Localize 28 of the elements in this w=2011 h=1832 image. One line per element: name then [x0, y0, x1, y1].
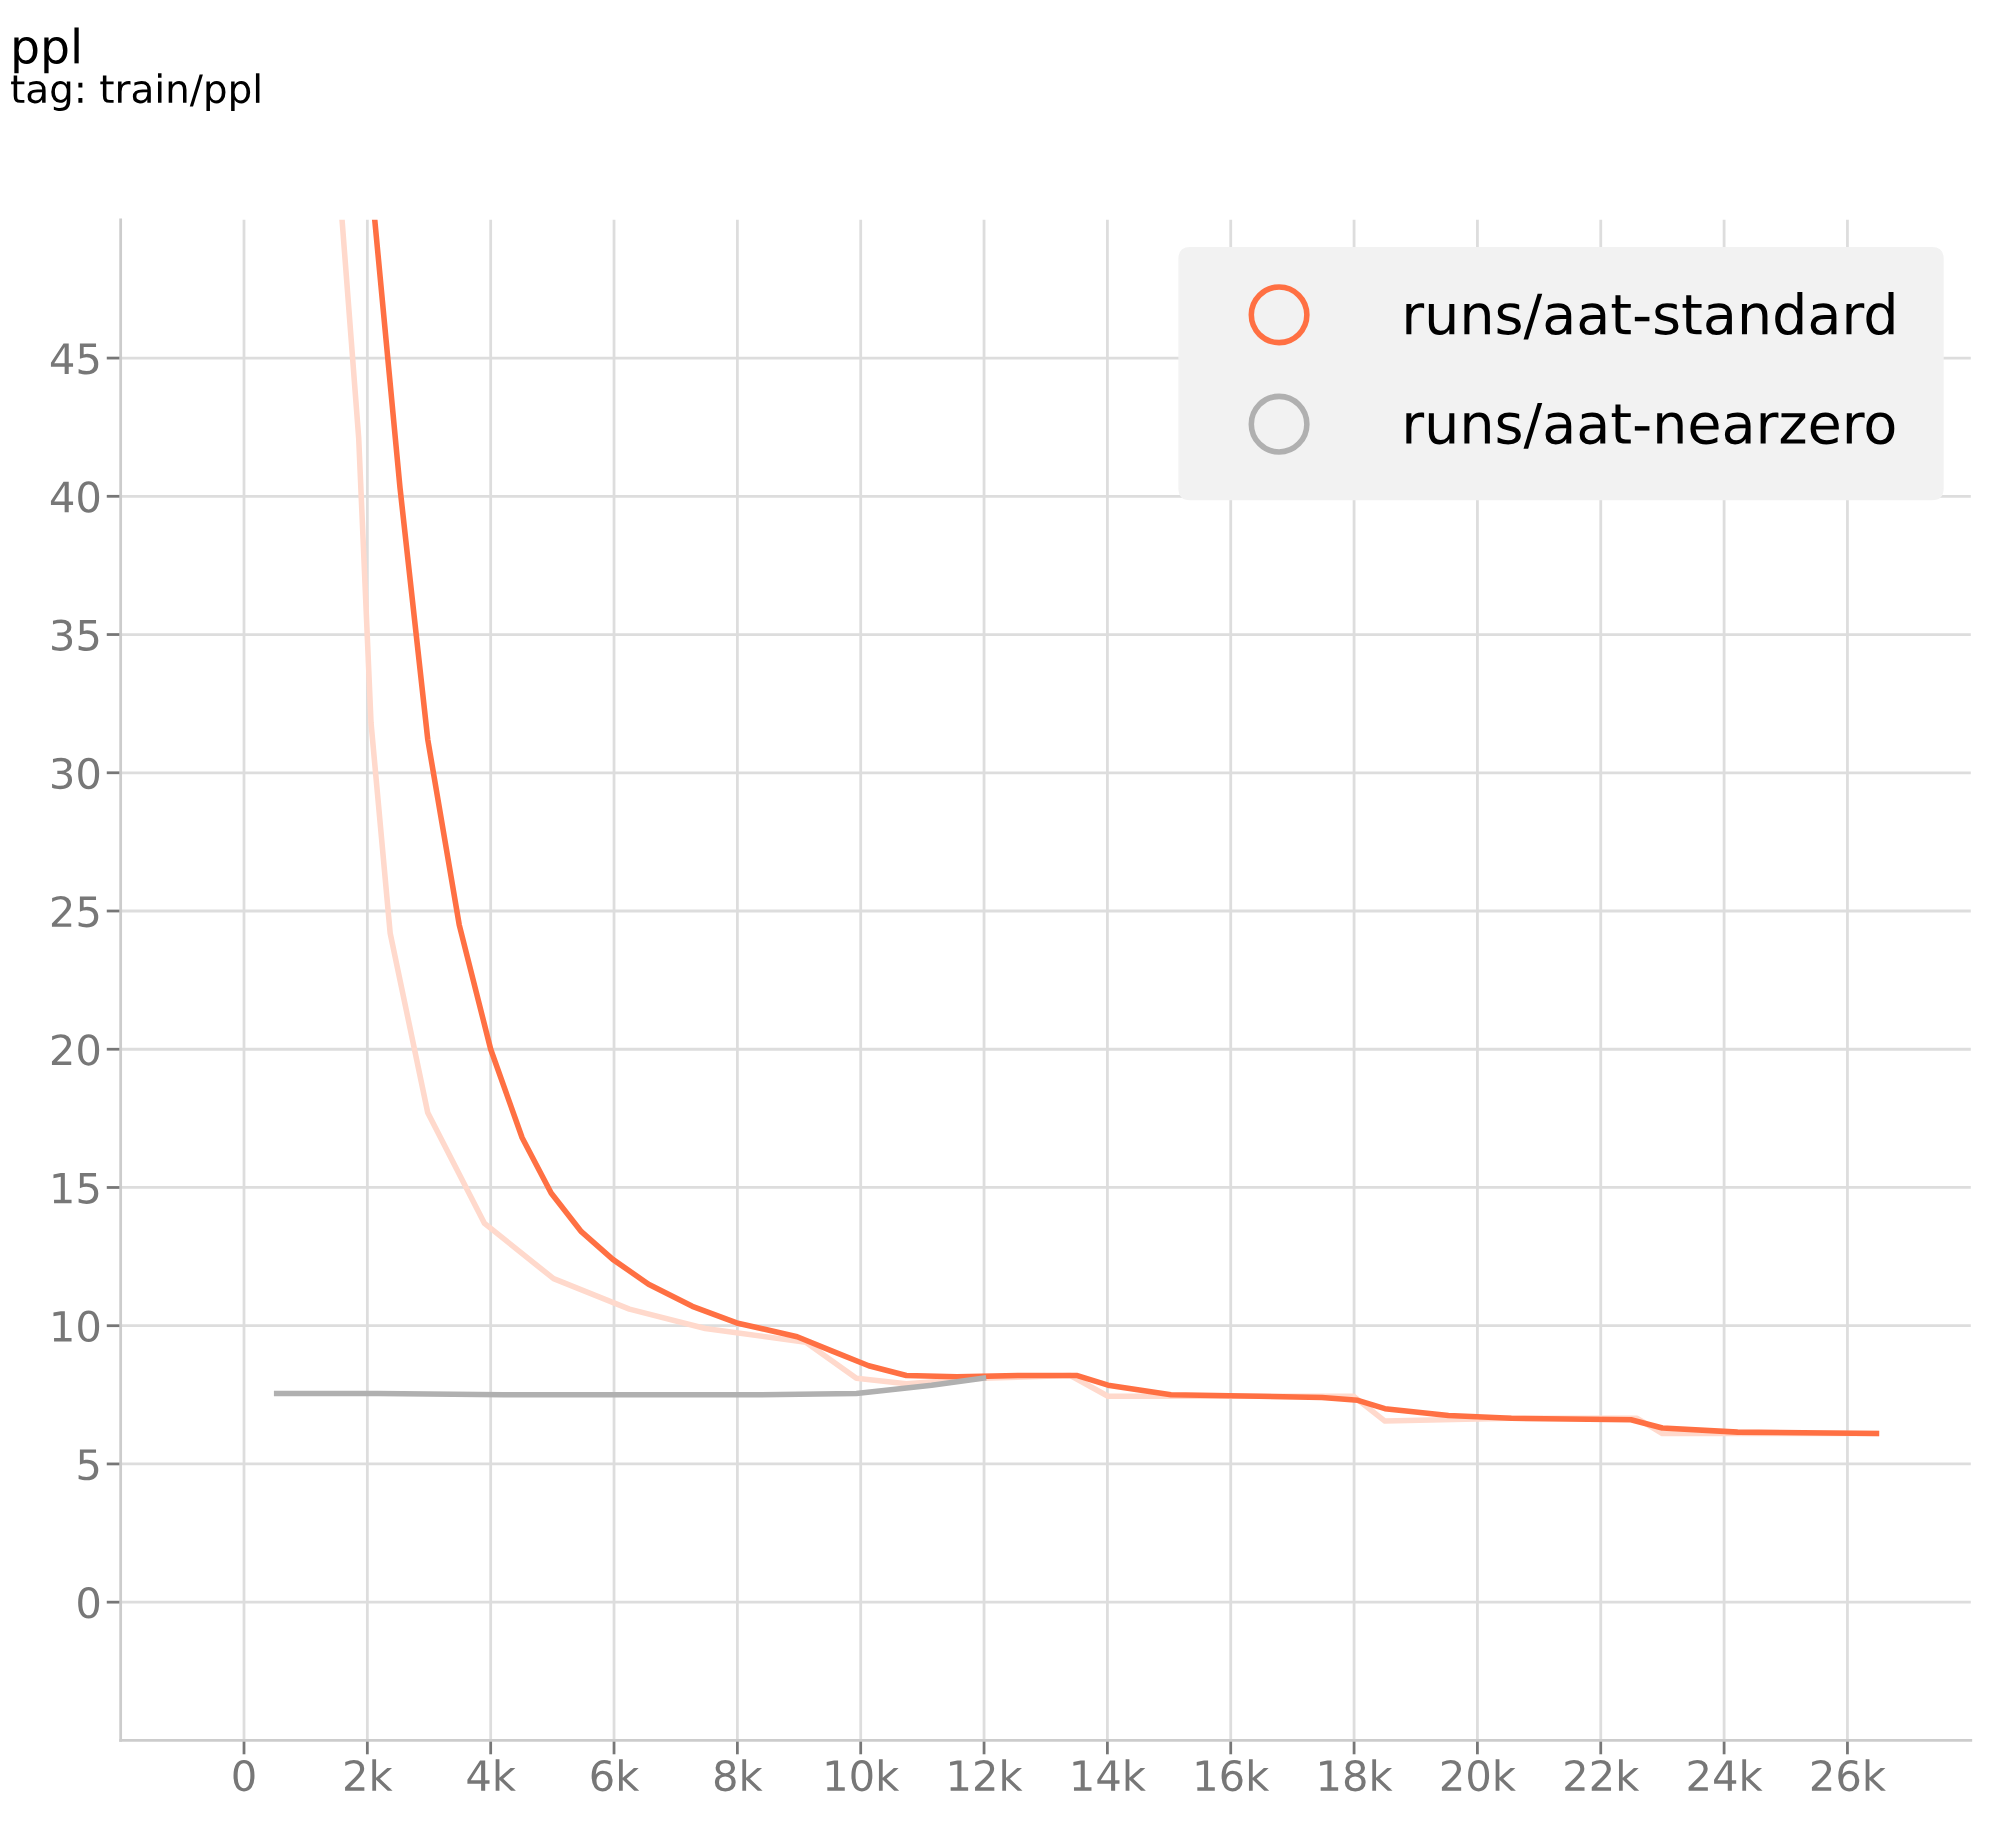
x-tick-label: 10k — [826, 1759, 900, 1792]
chart-subtitle: tag: train/ppl — [11, 73, 260, 111]
y-tick-label: 45 — [50, 343, 99, 375]
x-tick-label: 4k — [467, 1759, 516, 1791]
legend-label: runs/aat-standard — [1406, 292, 1894, 340]
x-tick-label: 18k — [1320, 1759, 1393, 1792]
x-tick-label: 2k — [345, 1759, 393, 1791]
x-tick-label: 16k — [1196, 1759, 1270, 1792]
x-tick-label: 20k — [1441, 1759, 1516, 1792]
y-tick-label: 5 — [78, 1449, 99, 1481]
y-tick-label: 25 — [51, 895, 99, 928]
x-tick-label: 22k — [1565, 1759, 1640, 1791]
x-tick-label: 0 — [233, 1759, 255, 1792]
y-tick-label: 20 — [51, 1034, 100, 1066]
legend-label: runs/aat-nearzero — [1406, 403, 1895, 449]
y-tick-label: 35 — [52, 619, 99, 651]
x-tick-label: 14k — [1073, 1759, 1146, 1791]
y-tick-label: 30 — [52, 757, 100, 790]
y-tick-label: 15 — [53, 1172, 99, 1204]
x-tick-label: 8k — [714, 1759, 763, 1792]
y-tick-label: 0 — [78, 1587, 100, 1619]
y-tick-label: 10 — [53, 1310, 100, 1343]
x-tick-label: 26k — [1811, 1759, 1886, 1792]
x-tick-label: 24k — [1688, 1759, 1763, 1791]
y-tick-label: 40 — [50, 481, 100, 513]
chart-title: ppl — [14, 27, 79, 74]
x-tick-label: 6k — [591, 1759, 640, 1792]
x-tick-label: 12k — [950, 1759, 1023, 1791]
